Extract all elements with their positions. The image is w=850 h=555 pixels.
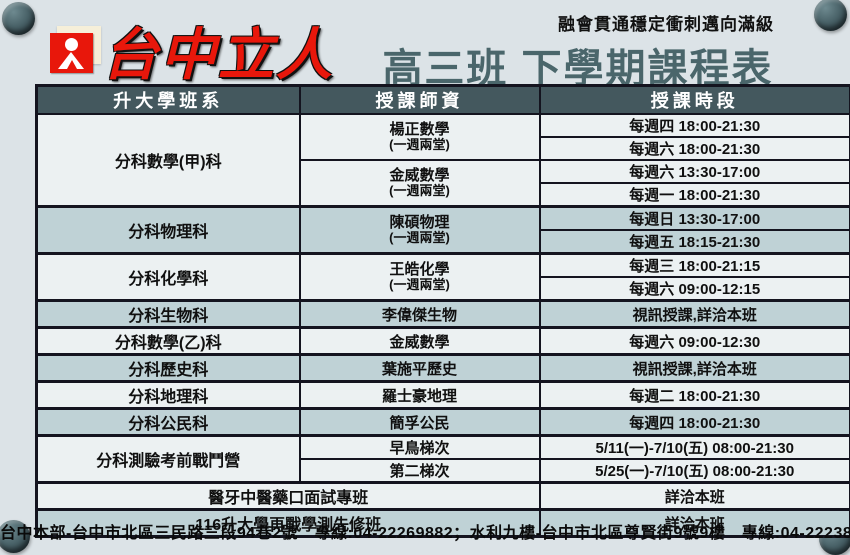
teacher-cell: 金威數學 (一週兩堂) <box>300 160 540 207</box>
pin-top-left-icon <box>2 2 35 35</box>
contact-footer: 台中本部-台中市北區三民路三段94巷2號 專線:04-22269882；水利九樓… <box>0 519 850 543</box>
table-row: 分科公民科 簡孚公民 每週四 18:00-21:30 <box>37 409 850 436</box>
person-icon <box>50 33 93 73</box>
subject-cell-civics: 分科公民科 <box>37 409 300 436</box>
time-cell: 每週日 13:30-17:00 <box>540 207 850 231</box>
time-cell: 每週五 18:15-21:30 <box>540 230 850 254</box>
teacher-cell: 金威數學 <box>300 328 540 355</box>
table-row: 醫牙中醫藥口面試專班 詳洽本班 <box>37 483 850 510</box>
teacher-note: (一週兩堂) <box>301 184 539 198</box>
time-cell: 每週四 18:00-21:30 <box>540 114 850 137</box>
subject-cell-geography: 分科地理科 <box>37 382 300 409</box>
subject-cell-battle-camp: 分科測驗考前戰鬥營 <box>37 436 300 483</box>
time-cell: 視訊授課,詳洽本班 <box>540 355 850 382</box>
teacher-name: 金威數學 <box>301 167 539 184</box>
teacher-cell: 簡孚公民 <box>300 409 540 436</box>
subject-cell-medical-interview: 醫牙中醫藥口面試專班 <box>37 483 540 510</box>
table-row: 分科數學(甲)科 楊正數學 (一週兩堂) 每週四 18:00-21:30 <box>37 114 850 137</box>
subject-cell-math-b: 分科數學(乙)科 <box>37 328 300 355</box>
subject-cell-history: 分科歷史科 <box>37 355 300 382</box>
teacher-cell: 葉施平歷史 <box>300 355 540 382</box>
time-cell: 每週一 18:00-21:30 <box>540 183 850 207</box>
teacher-name: 楊正數學 <box>301 121 539 138</box>
table-row: 分科生物科 李偉傑生物 視訊授課,詳洽本班 <box>37 301 850 328</box>
teacher-cell: 李偉傑生物 <box>300 301 540 328</box>
table-row: 分科歷史科 葉施平歷史 視訊授課,詳洽本班 <box>37 355 850 382</box>
teacher-cell: 楊正數學 (一週兩堂) <box>300 114 540 160</box>
wave-cell: 早鳥梯次 <box>300 436 540 460</box>
table-row: 分科數學(乙)科 金威數學 每週六 09:00-12:30 <box>37 328 850 355</box>
teacher-cell: 羅士豪地理 <box>300 382 540 409</box>
teacher-name: 陳碩物理 <box>301 214 539 231</box>
slogan-text: 融會貫通穩定衝刺邁向滿級 <box>338 10 818 35</box>
subject-cell-biology: 分科生物科 <box>37 301 300 328</box>
col-header-time: 授課時段 <box>540 86 850 115</box>
col-header-teacher: 授課師資 <box>300 86 540 115</box>
wave-cell: 第二梯次 <box>300 459 540 483</box>
time-cell: 每週三 18:00-21:15 <box>540 254 850 278</box>
teacher-name: 王皓化學 <box>301 261 539 278</box>
schedule-table: 升大學班系 授課師資 授課時段 分科數學(甲)科 楊正數學 (一週兩堂) 每週四… <box>35 84 850 538</box>
header-titles: 融會貫通穩定衝刺邁向滿級 高三班 下學期課程表 <box>338 10 818 94</box>
time-cell: 每週六 18:00-21:30 <box>540 137 850 160</box>
subject-cell-math-a: 分科數學(甲)科 <box>37 114 300 207</box>
teacher-note: (一週兩堂) <box>301 278 539 292</box>
time-cell: 每週四 18:00-21:30 <box>540 409 850 436</box>
pin-top-right-icon <box>814 0 847 31</box>
time-cell: 每週二 18:00-21:30 <box>540 382 850 409</box>
table-row: 分科測驗考前戰鬥營 早鳥梯次 5/11(一)-7/10(五) 08:00-21:… <box>37 436 850 460</box>
teacher-note: (一週兩堂) <box>301 231 539 245</box>
table-row: 分科化學科 王皓化學 (一週兩堂) 每週三 18:00-21:15 <box>37 254 850 278</box>
col-header-program: 升大學班系 <box>37 86 300 115</box>
subject-cell-chemistry: 分科化學科 <box>37 254 300 301</box>
table-row: 分科地理科 羅士豪地理 每週二 18:00-21:30 <box>37 382 850 409</box>
teacher-note: (一週兩堂) <box>301 138 539 152</box>
table-row: 分科物理科 陳碩物理 (一週兩堂) 每週日 13:30-17:00 <box>37 207 850 231</box>
time-cell: 視訊授課,詳洽本班 <box>540 301 850 328</box>
time-cell: 每週六 13:30-17:00 <box>540 160 850 183</box>
time-cell: 5/25(一)-7/10(五) 08:00-21:30 <box>540 459 850 483</box>
time-cell: 詳洽本班 <box>540 483 850 510</box>
teacher-cell: 陳碩物理 (一週兩堂) <box>300 207 540 254</box>
time-cell: 每週六 09:00-12:30 <box>540 328 850 355</box>
time-cell: 每週六 09:00-12:15 <box>540 277 850 301</box>
teacher-cell: 王皓化學 (一週兩堂) <box>300 254 540 301</box>
time-cell: 5/11(一)-7/10(五) 08:00-21:30 <box>540 436 850 460</box>
header-row: 升大學班系 授課師資 授課時段 <box>37 86 850 115</box>
subject-cell-physics: 分科物理科 <box>37 207 300 254</box>
